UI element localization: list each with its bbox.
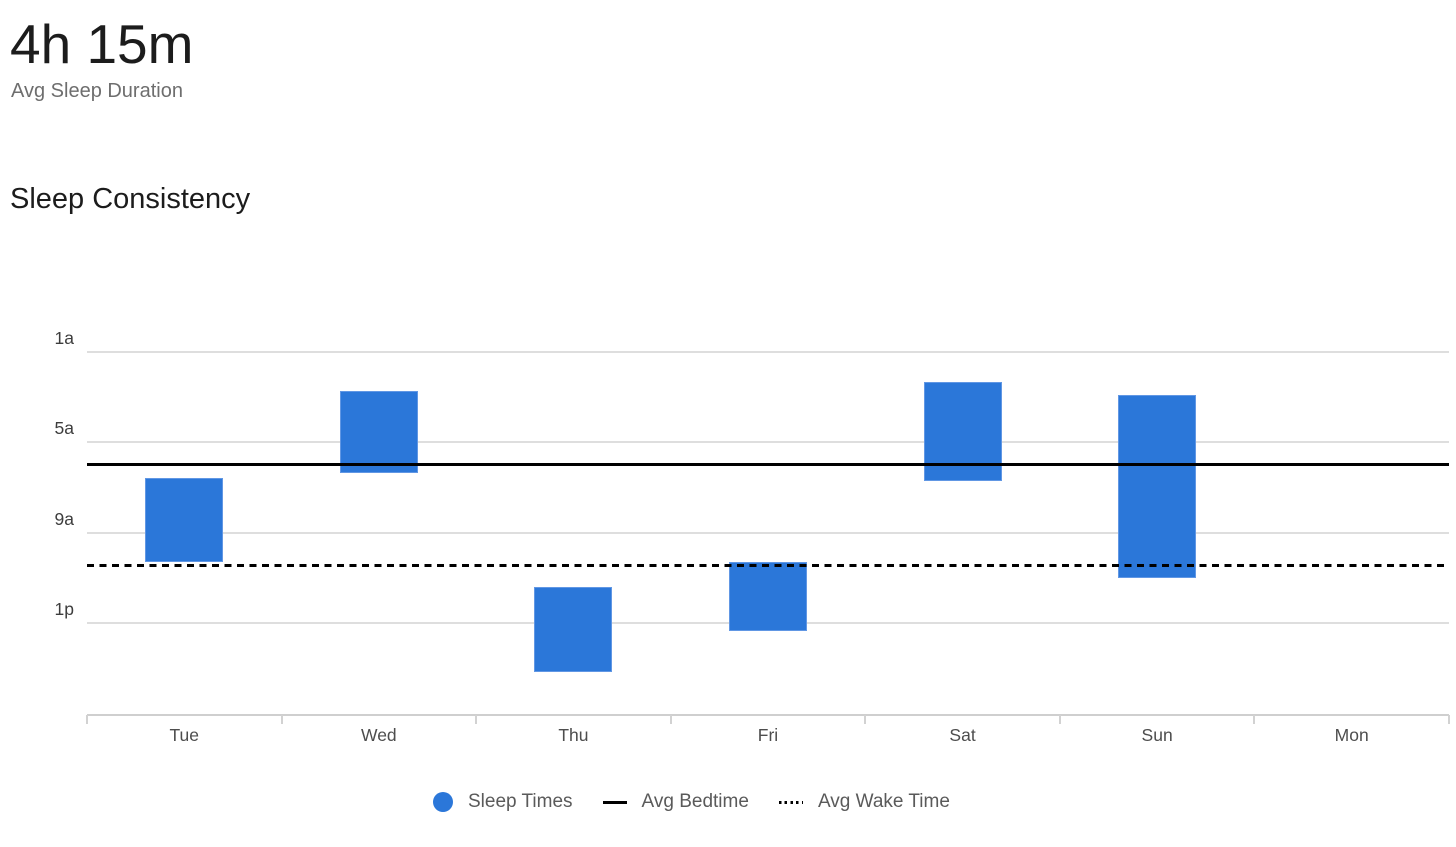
x-axis-label-thu: Thu — [558, 725, 589, 745]
y-axis-label-5a: 5a — [54, 418, 74, 439]
sleep-bar-sun[interactable] — [1118, 395, 1197, 579]
legend-item-avg-wake-time: Avg Wake Time — [778, 791, 950, 813]
x-axis-tick — [864, 715, 867, 724]
sleep-bar-wed[interactable] — [339, 391, 418, 473]
avg-wake-time-line — [87, 564, 1449, 568]
x-axis-label-tue: Tue — [169, 725, 200, 745]
x-axis-label-sat: Sat — [949, 725, 976, 745]
x-axis-label-fri: Fri — [757, 725, 779, 745]
sleep-bar-tue[interactable] — [145, 477, 224, 562]
chart-legend: Sleep Times Avg Bedtime Avg Wake Time — [433, 789, 950, 815]
avg-wake-time-line-swatch-icon — [778, 800, 803, 804]
avg-sleep-duration-value: 4h 15m — [10, 13, 194, 75]
gridline-1a — [87, 350, 1449, 353]
x-axis-line — [87, 714, 1449, 716]
x-axis-tick — [86, 715, 88, 724]
avg-sleep-duration-label: Avg Sleep Duration — [11, 80, 183, 102]
legend-label: Avg Wake Time — [817, 791, 950, 812]
x-axis-tick — [669, 715, 672, 724]
legend-item-avg-bedtime: Avg Bedtime — [602, 791, 749, 813]
x-axis-tick — [1253, 715, 1256, 724]
x-axis-tick — [1058, 715, 1061, 724]
y-axis-label-9a: 9a — [54, 508, 74, 529]
x-axis-label-mon: Mon — [1334, 725, 1369, 745]
gridline-5a — [87, 441, 1449, 444]
legend-label: Sleep Times — [468, 791, 573, 812]
x-axis-label-sun: Sun — [1141, 725, 1173, 745]
sleep-times-swatch-icon — [433, 792, 453, 812]
y-axis-label-1a: 1a — [54, 327, 74, 348]
x-axis-tick — [280, 715, 283, 724]
sleep-bar-fri[interactable] — [729, 561, 807, 632]
avg-bedtime-line — [87, 463, 1449, 467]
chart-title: Sleep Consistency — [10, 183, 251, 215]
x-axis-tick — [1448, 715, 1450, 724]
avg-bedtime-line-swatch-icon — [602, 800, 627, 804]
y-axis-label-1p: 1p — [54, 598, 74, 619]
sleep-bar-thu[interactable] — [534, 586, 613, 672]
legend-label: Avg Bedtime — [641, 791, 749, 812]
x-axis-label-wed: Wed — [361, 725, 397, 745]
x-axis-tick — [475, 715, 478, 724]
legend-item-sleep-times: Sleep Times — [433, 791, 573, 813]
gridline-9a — [87, 531, 1449, 534]
